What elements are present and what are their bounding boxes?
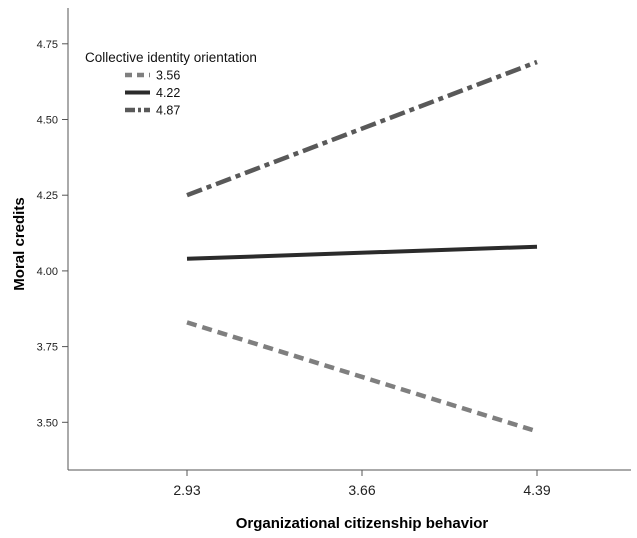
y-axis-title: Moral credits	[11, 197, 28, 290]
y-axis-ticks: 3.50 3.75 4.00 4.25 4.50 4.75	[37, 39, 68, 429]
y-tick-label: 3.50	[37, 417, 58, 429]
y-tick-label: 4.00	[37, 266, 58, 278]
legend: Collective identity orientation 3.56 4.22…	[85, 50, 257, 118]
x-tick-label: 4.39	[523, 482, 550, 498]
series-line-3-56	[186, 320, 538, 434]
y-tick-label: 4.50	[37, 115, 58, 127]
legend-label: 4.22	[156, 86, 180, 100]
legend-items: 3.56 4.22 4.87	[125, 69, 180, 118]
x-tick-label: 2.93	[173, 482, 200, 498]
x-axis-title: Organizational citizenship behavior	[236, 515, 489, 532]
y-tick-label: 3.75	[37, 342, 58, 354]
x-tick-label: 3.66	[348, 482, 375, 498]
legend-title: Collective identity orientation	[85, 50, 257, 65]
y-tick-label: 4.75	[37, 39, 58, 51]
legend-label: 3.56	[156, 69, 180, 83]
y-tick-label: 4.25	[37, 190, 58, 202]
series-line-4-87	[186, 59, 538, 198]
plot-frame	[67, 8, 631, 471]
series-lines	[186, 59, 538, 434]
series-line-4-22	[186, 244, 538, 261]
legend-label: 4.87	[156, 104, 180, 118]
x-axis-ticks: 2.93 3.66 4.39	[173, 470, 551, 498]
